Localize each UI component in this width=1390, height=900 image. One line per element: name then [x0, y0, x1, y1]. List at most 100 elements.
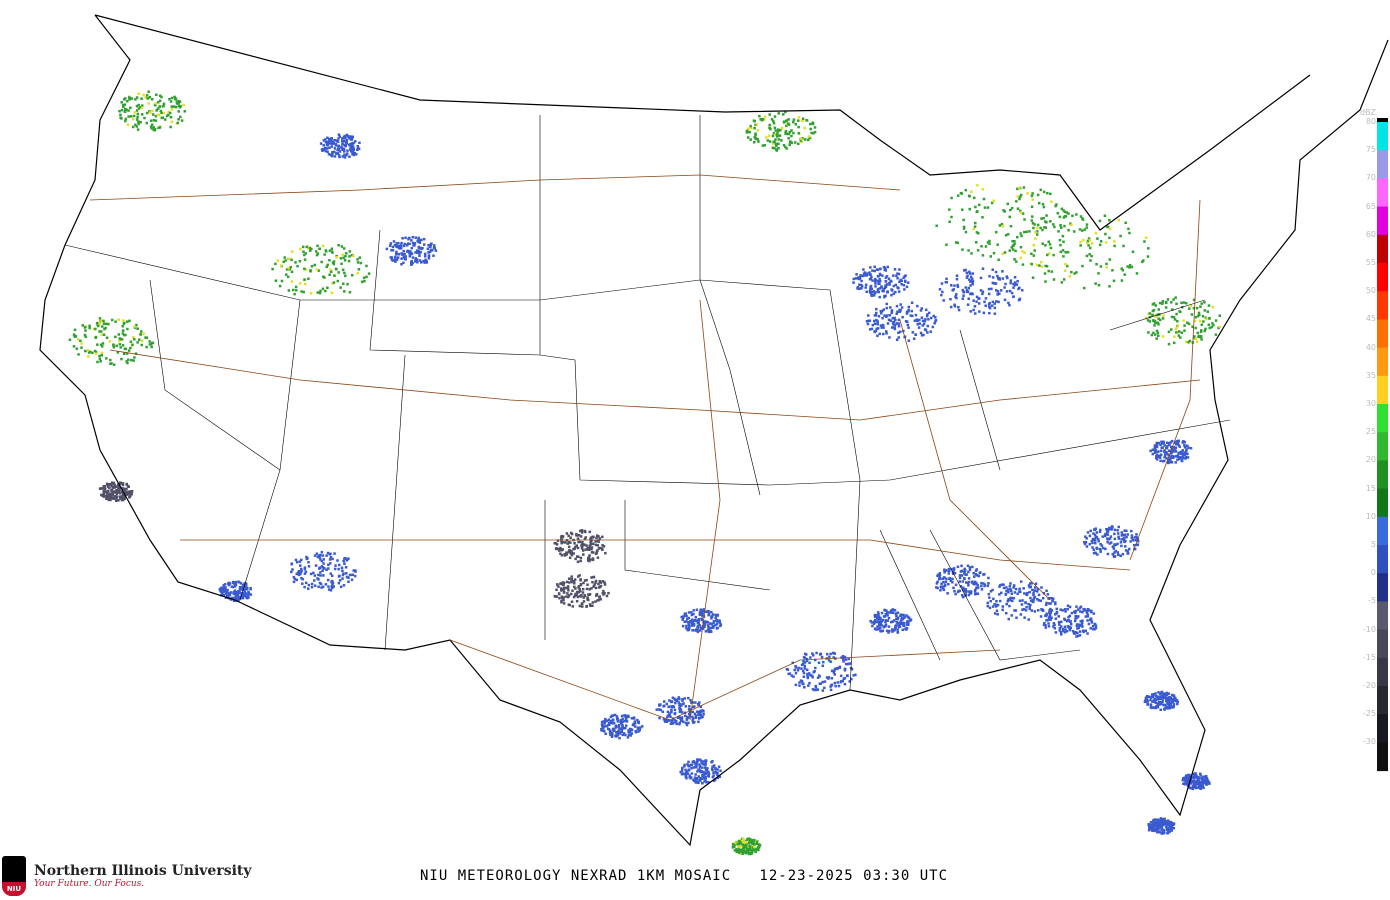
radar-echo-pixel: [160, 111, 163, 115]
radar-echo-pixel: [961, 288, 965, 292]
radar-echo-pixel: [885, 332, 888, 335]
radar-echo-pixel: [1153, 824, 1157, 827]
radar-echo-pixel: [914, 313, 918, 317]
radar-echo-pixel: [1141, 260, 1144, 264]
radar-echo-pixel: [117, 318, 120, 321]
radar-echo-pixel: [151, 109, 154, 113]
radar-echo-pixel: [174, 97, 177, 101]
radar-echo-pixel: [697, 781, 700, 784]
radar-echo-pixel: [775, 133, 779, 136]
radar-echo-pixel: [150, 345, 153, 349]
radar-echo-pixel: [1086, 613, 1090, 617]
legend-tick-label: -5: [1368, 596, 1376, 606]
radar-echo-pixel: [102, 492, 106, 496]
radar-echo-pixel: [753, 848, 757, 852]
radar-echo-pixel: [938, 573, 942, 577]
radar-echo-pixel: [704, 771, 708, 774]
radar-echo-pixel: [703, 621, 707, 625]
radar-echo-pixel: [574, 545, 577, 549]
radar-echo-pixel: [975, 300, 978, 303]
radar-echo-pixel: [975, 586, 978, 590]
radar-echo-pixel: [1126, 552, 1130, 555]
radar-echo-pixel: [888, 314, 892, 317]
radar-echo-pixel: [905, 312, 909, 315]
radar-echo-pixel: [560, 548, 563, 552]
radar-echo-pixel: [1083, 540, 1086, 544]
radar-echo-pixel: [670, 710, 673, 714]
radar-echo-pixel: [112, 344, 115, 347]
radar-echo-pixel: [618, 736, 621, 740]
radar-echo-pixel: [1108, 227, 1112, 230]
radar-echo-pixel: [864, 283, 868, 287]
radar-echo-pixel: [589, 604, 592, 608]
radar-echo-pixel: [1021, 608, 1024, 611]
radar-echo-pixel: [348, 155, 351, 158]
radar-echo-pixel: [130, 492, 133, 496]
radar-echo-pixel: [1211, 322, 1214, 325]
radar-echo-pixel: [95, 321, 99, 325]
radar-echo-pixel: [105, 497, 108, 501]
radar-echo-pixel: [678, 707, 681, 710]
radar-echo-pixel: [588, 547, 591, 550]
radar-echo-pixel: [349, 146, 352, 149]
radar-echo-pixel: [127, 485, 131, 489]
radar-echo-pixel: [137, 338, 141, 341]
radar-echo-pixel: [1188, 339, 1192, 343]
radar-echo-pixel: [350, 144, 353, 147]
radar-echoes: [68, 90, 1222, 856]
radar-echo-pixel: [1007, 590, 1010, 594]
radar-echo-pixel: [702, 776, 706, 780]
radar-echo-pixel: [1113, 532, 1116, 536]
radar-echo-pixel: [879, 622, 883, 625]
radar-echo-pixel: [1067, 228, 1070, 232]
radar-echo-pixel: [1157, 441, 1161, 445]
radar-echo-pixel: [674, 720, 677, 724]
radar-echo-pixel: [887, 616, 891, 620]
radar-echo-pixel: [234, 580, 237, 584]
radar-echo-pixel: [616, 720, 620, 723]
radar-echo-pixel: [768, 123, 771, 127]
radar-echo-pixel: [316, 291, 320, 294]
radar-echo-pixel: [900, 279, 904, 283]
radar-echo-pixel: [752, 846, 756, 849]
radar-echo-pixel: [127, 490, 130, 493]
radar-echo-pixel: [1177, 330, 1181, 333]
radar-echo-pixel: [394, 258, 397, 261]
radar-echo-pixel: [749, 138, 752, 141]
radar-echo-pixel: [1161, 699, 1165, 702]
radar-echo-pixel: [884, 276, 888, 279]
radar-echo-pixel: [884, 330, 888, 333]
radar-echo-pixel: [1171, 455, 1175, 458]
radar-echo-pixel: [1086, 239, 1090, 243]
radar-echo-pixel: [902, 276, 905, 280]
radar-echo-pixel: [601, 724, 604, 727]
radar-echo-pixel: [697, 775, 701, 778]
radar-echo-pixel: [995, 289, 998, 292]
radar-echo-pixel: [601, 580, 605, 583]
radar-echo-pixel: [964, 581, 968, 584]
radar-echo-pixel: [292, 575, 296, 579]
radar-echo-pixel: [434, 249, 438, 252]
radar-echo-pixel: [986, 584, 990, 588]
radar-echo-pixel: [1019, 245, 1023, 249]
radar-echo-pixel: [784, 110, 787, 114]
radar-echo-pixel: [802, 675, 806, 678]
radar-echo-pixel: [294, 261, 297, 264]
radar-echo-pixel: [979, 571, 982, 574]
radar-echo-pixel: [700, 618, 704, 622]
radar-echo-pixel: [976, 232, 980, 235]
radar-echo-pixel: [977, 302, 981, 305]
radar-echo-pixel: [590, 551, 594, 554]
radar-echo-pixel: [963, 569, 967, 572]
radar-echo-pixel: [583, 537, 587, 541]
radar-echo-pixel: [1207, 323, 1211, 327]
radar-echo-pixel: [833, 669, 836, 672]
radar-echo-pixel: [982, 582, 985, 585]
radar-echo-pixel: [785, 119, 789, 122]
radar-echo-pixel: [136, 112, 140, 116]
radar-echo-pixel: [1047, 602, 1051, 605]
radar-echo-pixel: [241, 587, 244, 591]
radar-echo-pixel: [331, 150, 334, 154]
radar-echo-pixel: [1070, 223, 1073, 227]
radar-echo-pixel: [582, 543, 586, 546]
